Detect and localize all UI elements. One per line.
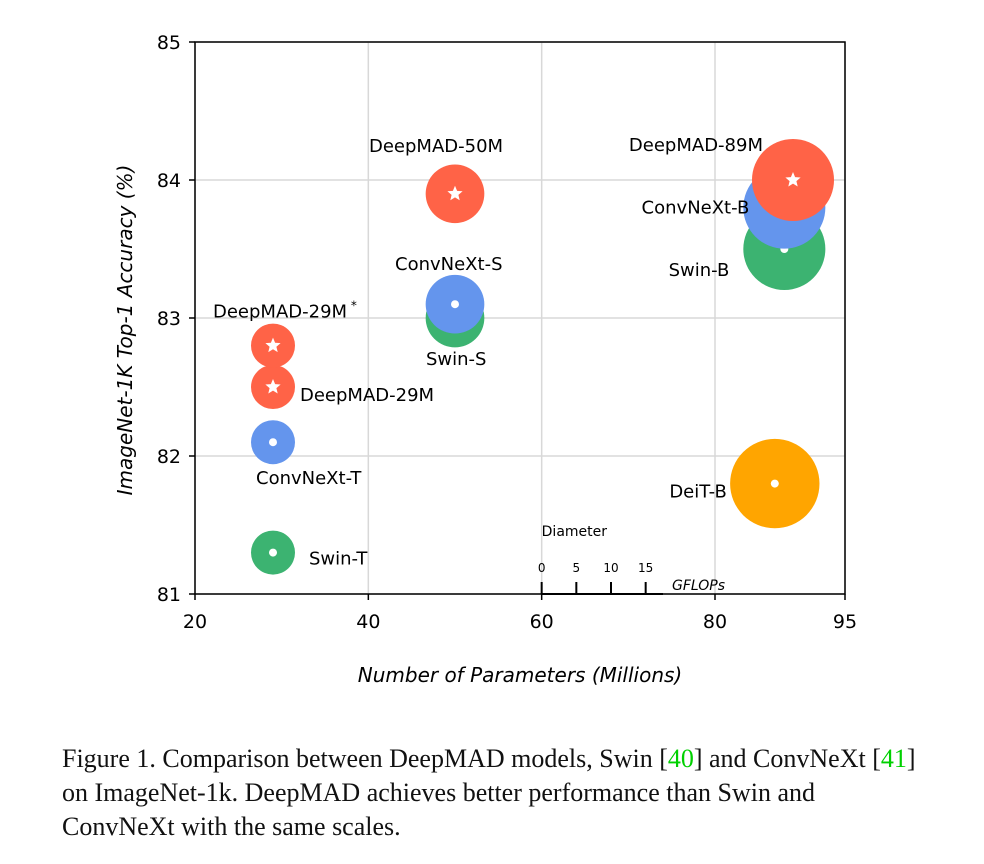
caption-text: ] and ConvNeXt [ (693, 744, 881, 773)
data-label: DeepMAD-89M (629, 135, 763, 156)
data-label: DeiT-B (669, 482, 726, 503)
data-label: DeepMAD-29M * (213, 299, 357, 323)
dot-icon (269, 438, 277, 447)
data-label: Swin-B (669, 260, 730, 281)
y-tick-label: 83 (157, 308, 181, 330)
x-tick-label: 40 (356, 611, 380, 633)
y-tick-label: 84 (157, 170, 181, 192)
x-axis-label: Number of Parameters (Millions) (358, 663, 682, 687)
size-legend-tick-label: 5 (573, 561, 581, 575)
size-legend-title: Diameter (542, 524, 608, 540)
x-tick-label: 20 (183, 611, 207, 633)
y-tick-label: 85 (157, 32, 181, 54)
size-legend-tick-label: 15 (638, 561, 653, 575)
scatter-chart: Diameter 0 5 10 15 GFLOPs Swin-T ConvNeXt-T Deep… (113, 32, 857, 687)
x-tick-label: 95 (833, 611, 857, 633)
data-label: Swin-T (309, 549, 368, 570)
x-tick-label: 80 (703, 611, 727, 633)
data-label: Swin-S (426, 349, 486, 370)
dot-icon (451, 300, 459, 309)
size-legend-tick-label: 10 (603, 561, 618, 575)
star-icon (785, 172, 801, 187)
star-icon (265, 379, 281, 394)
data-label: DeepMAD-29M (300, 385, 434, 406)
data-label: ConvNeXt-S (395, 254, 503, 275)
citation-link[interactable]: 40 (667, 744, 694, 773)
citation-link[interactable]: 41 (880, 744, 907, 773)
star-icon (447, 185, 463, 201)
y-tick-label: 81 (157, 584, 181, 606)
dot-icon (269, 548, 277, 557)
caption-text: ] on ImageNet-1k. DeepMAD achieves bette… (62, 744, 916, 841)
data-label: ConvNeXt-T (256, 468, 362, 489)
y-tick-label: 82 (157, 446, 181, 468)
size-legend-unit: GFLOPs (672, 578, 725, 594)
y-axis-label: ImageNet-1K Top-1 Accuracy (%) (113, 165, 137, 496)
data-label: DeepMAD-50M (369, 136, 503, 157)
caption-text: Figure 1. Comparison between DeepMAD mod… (62, 744, 668, 773)
dot-icon (770, 479, 779, 488)
figure-caption: Figure 1. Comparison between DeepMAD mod… (62, 742, 932, 844)
size-legend-tick-label: 0 (538, 561, 546, 575)
label-superscript: * (347, 299, 357, 313)
x-tick-label: 60 (530, 611, 554, 633)
data-label: ConvNeXt-B (642, 198, 750, 219)
star-icon (265, 337, 281, 353)
